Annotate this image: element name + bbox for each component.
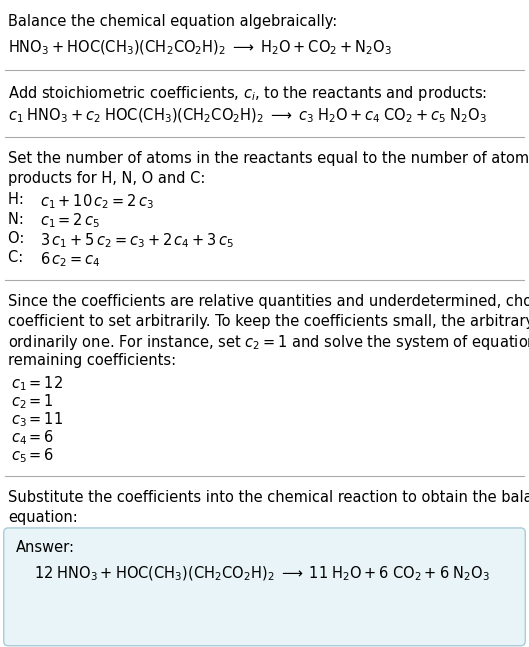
Text: $c_3 = 11$: $c_3 = 11$ bbox=[11, 410, 63, 429]
Text: coefficient to set arbitrarily. To keep the coefficients small, the arbitrary va: coefficient to set arbitrarily. To keep … bbox=[8, 314, 529, 329]
Text: Balance the chemical equation algebraically:: Balance the chemical equation algebraica… bbox=[8, 14, 337, 29]
Text: C:: C: bbox=[8, 250, 32, 265]
Text: $6\,c_2 = c_4$: $6\,c_2 = c_4$ bbox=[40, 250, 101, 269]
Text: Since the coefficients are relative quantities and underdetermined, choose a: Since the coefficients are relative quan… bbox=[8, 294, 529, 309]
Text: N:: N: bbox=[8, 212, 33, 226]
Text: $c_1\;\mathrm{HNO_3} + c_2\;\mathrm{HOC(CH_3)(CH_2CO_2H)_2} \;\longrightarrow\; : $c_1\;\mathrm{HNO_3} + c_2\;\mathrm{HOC(… bbox=[8, 106, 487, 124]
Text: $c_1 = 2\,c_5$: $c_1 = 2\,c_5$ bbox=[40, 212, 100, 230]
Text: products for H, N, O and C:: products for H, N, O and C: bbox=[8, 171, 205, 186]
Text: H:: H: bbox=[8, 192, 33, 207]
Text: $c_5 = 6$: $c_5 = 6$ bbox=[11, 446, 54, 465]
Text: Substitute the coefficients into the chemical reaction to obtain the balanced: Substitute the coefficients into the che… bbox=[8, 490, 529, 505]
Text: Add stoichiometric coefficients, $c_i$, to the reactants and products:: Add stoichiometric coefficients, $c_i$, … bbox=[8, 84, 487, 103]
Text: $c_1 = 12$: $c_1 = 12$ bbox=[11, 374, 63, 393]
FancyBboxPatch shape bbox=[4, 528, 525, 646]
Text: $3\,c_1 + 5\,c_2 = c_3 + 2\,c_4 + 3\,c_5$: $3\,c_1 + 5\,c_2 = c_3 + 2\,c_4 + 3\,c_5… bbox=[40, 231, 234, 250]
Text: $c_1 + 10\,c_2 = 2\,c_3$: $c_1 + 10\,c_2 = 2\,c_3$ bbox=[40, 192, 154, 211]
Text: $12\;\mathrm{HNO_3 + HOC(CH_3)(CH_2CO_2H)_2 \;\longrightarrow\; 11\;H_2O + 6\;CO: $12\;\mathrm{HNO_3 + HOC(CH_3)(CH_2CO_2H… bbox=[34, 564, 490, 582]
Text: remaining coefficients:: remaining coefficients: bbox=[8, 353, 176, 367]
Text: ordinarily one. For instance, set $c_2 = 1$ and solve the system of equations fo: ordinarily one. For instance, set $c_2 =… bbox=[8, 333, 529, 352]
Text: O:: O: bbox=[8, 231, 33, 246]
Text: equation:: equation: bbox=[8, 510, 78, 525]
Text: $\mathrm{HNO_3 + HOC(CH_3)(CH_2CO_2H)_2 \;\longrightarrow\; H_2O + CO_2 + N_2O_3: $\mathrm{HNO_3 + HOC(CH_3)(CH_2CO_2H)_2 … bbox=[8, 39, 392, 57]
Text: Set the number of atoms in the reactants equal to the number of atoms in the: Set the number of atoms in the reactants… bbox=[8, 151, 529, 166]
Text: $c_2 = 1$: $c_2 = 1$ bbox=[11, 392, 53, 411]
Text: $c_4 = 6$: $c_4 = 6$ bbox=[11, 428, 54, 447]
Text: Answer:: Answer: bbox=[16, 540, 75, 554]
